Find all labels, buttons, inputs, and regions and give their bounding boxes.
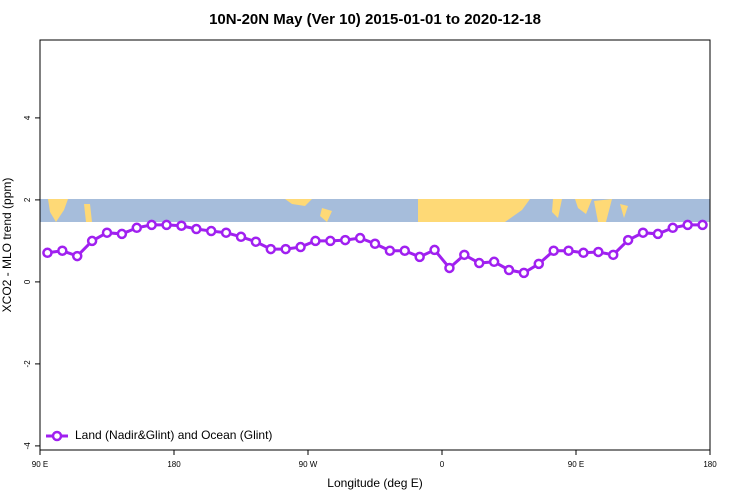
land bbox=[575, 199, 592, 214]
chart-title: 10N-20N May (Ver 10) 2015-01-01 to 2020-… bbox=[209, 11, 541, 28]
data-point bbox=[563, 245, 574, 256]
y-tick-label: -2 bbox=[23, 360, 32, 368]
data-point bbox=[339, 234, 351, 246]
data-point bbox=[607, 249, 619, 261]
x-tick-label: 180 bbox=[167, 460, 181, 469]
land bbox=[84, 204, 92, 222]
data-point bbox=[116, 228, 128, 240]
data-point bbox=[667, 222, 679, 234]
data-point bbox=[414, 251, 425, 263]
data-point bbox=[101, 227, 113, 238]
data-point bbox=[71, 250, 83, 262]
data-point bbox=[205, 225, 217, 237]
x-tick-label: 180 bbox=[703, 460, 717, 469]
x-tick-label: 90 E bbox=[32, 460, 48, 469]
data-point bbox=[682, 219, 693, 231]
data-point bbox=[444, 262, 455, 274]
data-point bbox=[146, 219, 157, 231]
data-point bbox=[533, 258, 545, 270]
land bbox=[320, 208, 332, 222]
data-point bbox=[131, 222, 143, 234]
data-point bbox=[429, 244, 440, 256]
y-tick-label: 4 bbox=[23, 115, 32, 120]
x-tick-label: 90 W bbox=[299, 460, 318, 469]
data-point bbox=[310, 235, 321, 247]
data-point bbox=[295, 241, 306, 253]
data-point bbox=[250, 236, 262, 247]
ocean bbox=[40, 199, 710, 222]
data-point bbox=[280, 243, 291, 255]
land bbox=[620, 204, 628, 218]
data-point bbox=[459, 249, 470, 261]
land bbox=[418, 199, 530, 222]
data-point bbox=[235, 231, 247, 243]
data-point bbox=[503, 264, 515, 276]
x-tick-label: 90 E bbox=[568, 460, 584, 469]
legend-marker bbox=[51, 430, 63, 442]
land bbox=[48, 199, 68, 222]
data-point bbox=[637, 227, 649, 238]
data-point bbox=[518, 267, 530, 279]
data-point bbox=[622, 234, 634, 246]
data-point bbox=[57, 245, 68, 256]
data-point bbox=[578, 247, 589, 259]
data-point bbox=[548, 245, 559, 256]
land bbox=[594, 199, 612, 222]
y-tick-label: 0 bbox=[23, 279, 32, 284]
y-axis-label: XCO2 - MLO trend (ppm) bbox=[0, 178, 14, 313]
plot-frame bbox=[39, 39, 711, 451]
data-point bbox=[488, 256, 500, 268]
map-strip bbox=[40, 199, 710, 222]
data-point bbox=[42, 247, 53, 259]
data-point bbox=[86, 235, 98, 247]
y-tick-label: 2 bbox=[23, 197, 32, 202]
data-point bbox=[161, 219, 172, 231]
data-point bbox=[220, 227, 232, 238]
data-point bbox=[473, 257, 485, 269]
data-point bbox=[369, 238, 381, 250]
legend-label: Land (Nadir&Glint) and Ocean (Glint) bbox=[75, 428, 272, 442]
data-point bbox=[652, 228, 664, 240]
x-axis-label: Longitude (deg E) bbox=[327, 476, 422, 490]
data-point bbox=[325, 235, 336, 247]
land bbox=[285, 199, 312, 206]
data-point bbox=[265, 243, 277, 255]
data-point bbox=[354, 232, 366, 244]
x-tick-label: 0 bbox=[440, 460, 445, 469]
data-point bbox=[191, 223, 202, 235]
y-tick-label: -4 bbox=[23, 442, 32, 450]
data-point bbox=[593, 246, 604, 258]
data-point bbox=[176, 220, 187, 231]
data-point bbox=[399, 245, 411, 256]
data-point bbox=[697, 219, 708, 231]
land bbox=[552, 199, 562, 218]
data-point bbox=[384, 245, 396, 256]
